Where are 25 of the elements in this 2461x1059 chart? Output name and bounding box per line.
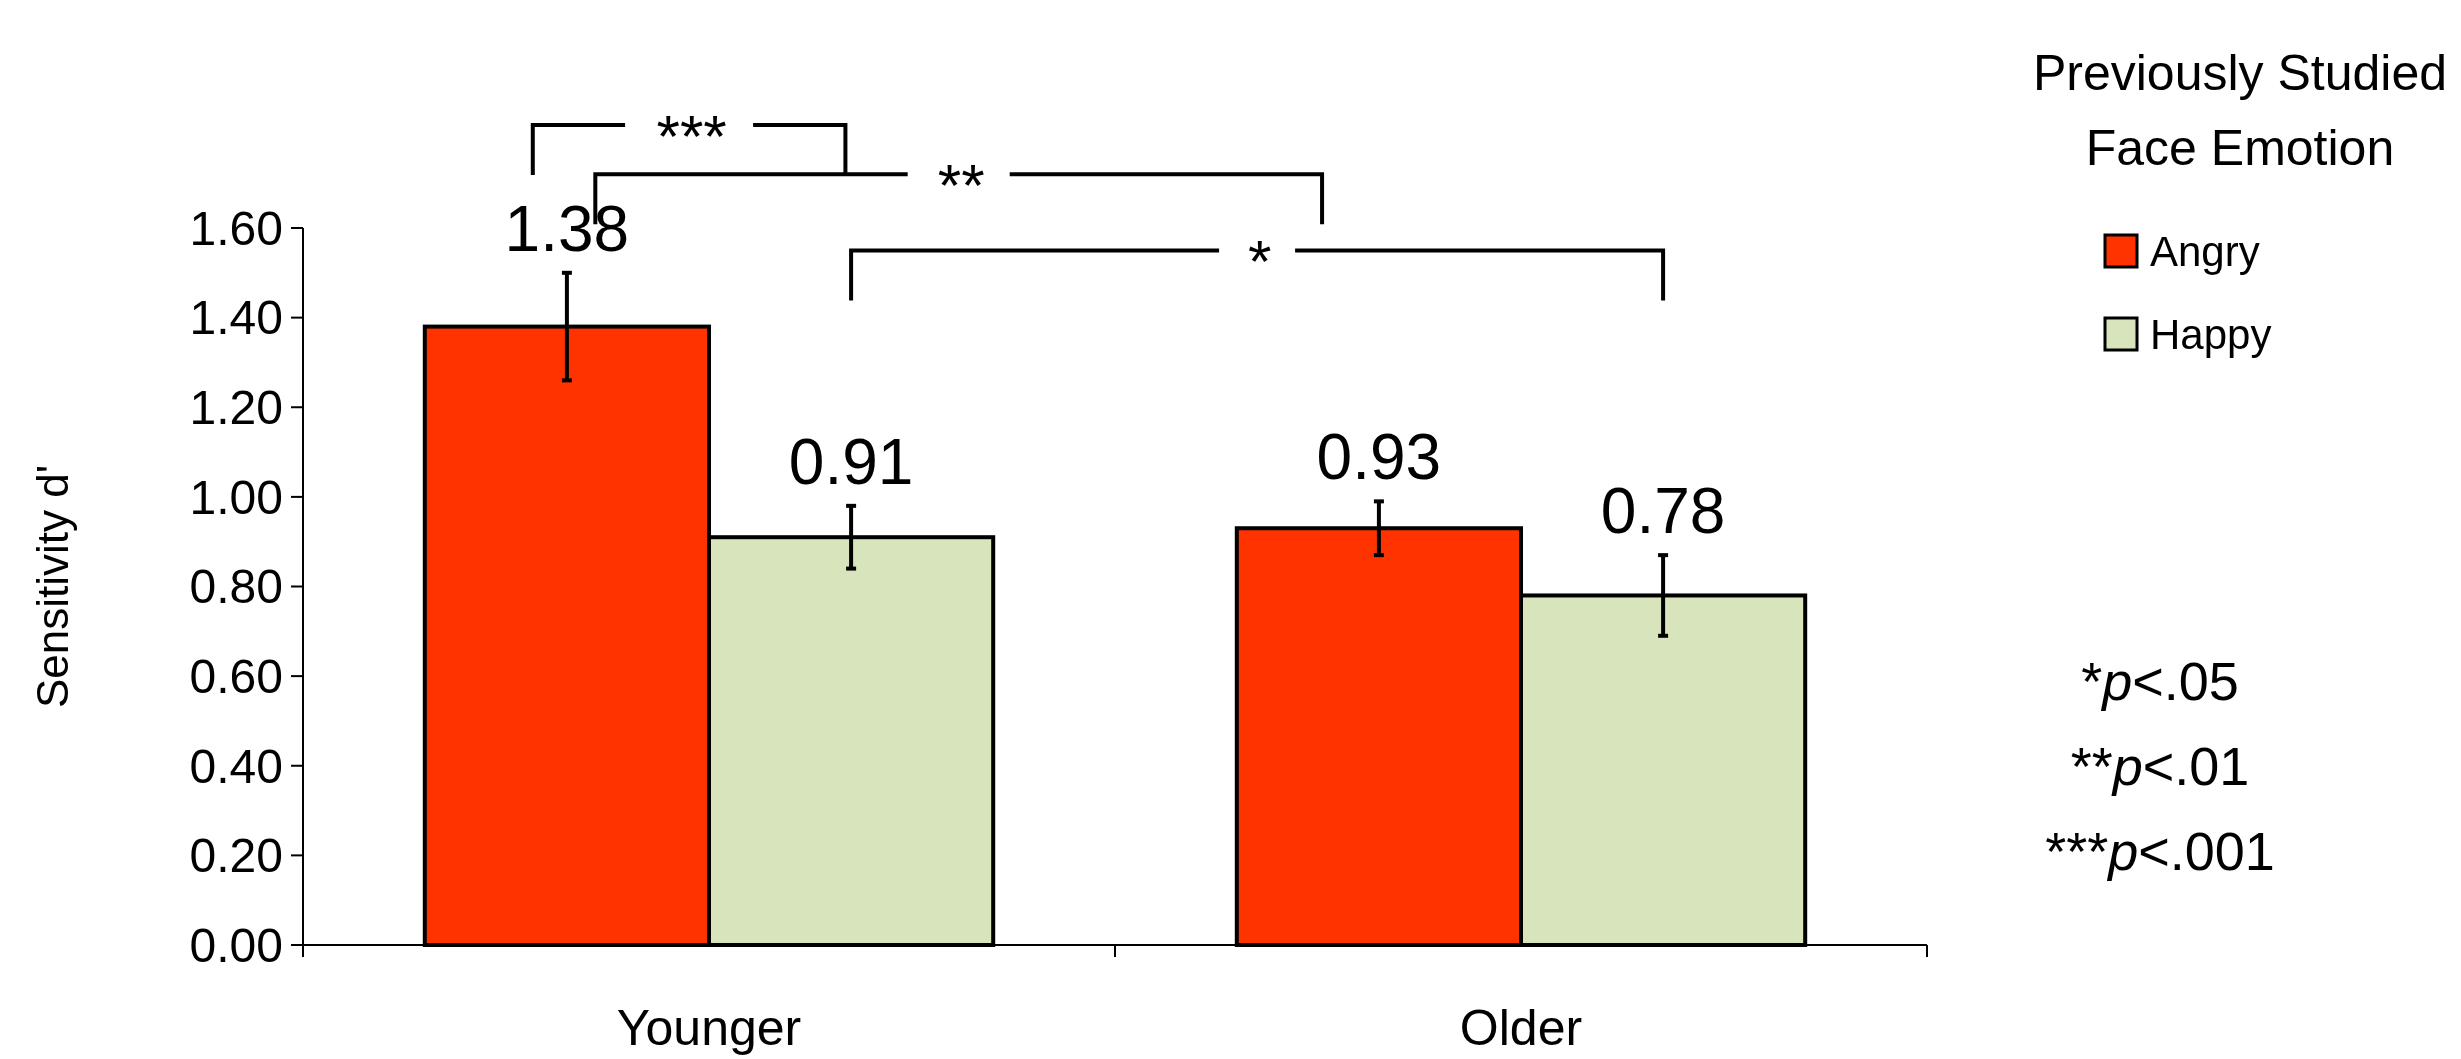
legend-label: Angry (2150, 227, 2260, 275)
text: *** (654, 102, 726, 170)
y-axis-title: Sensitivity d' (28, 464, 77, 709)
y-tick-label: 1.60 (189, 201, 283, 255)
y-tick-label: 1.00 (189, 470, 283, 524)
data-label: 0.78 (1600, 475, 1726, 548)
y-tick-label: 0.00 (189, 918, 283, 972)
y-tick-label: 0.40 (189, 739, 283, 793)
text: *p<.05 (2081, 651, 2239, 711)
text: ***p<.001 (2045, 821, 2275, 881)
data-label: 0.91 (788, 425, 914, 498)
legend-title: Previously Studied Face Emotion (2032, 45, 2448, 176)
y-tick-label: 1.20 (189, 381, 283, 435)
x-tick-label: Younger (616, 1000, 802, 1056)
y-tick-label: 0.80 (189, 560, 283, 614)
data-label: 1.38 (504, 192, 630, 265)
legend-label: Happy (2150, 310, 2272, 358)
text: **p<.01 (2070, 736, 2250, 796)
x-tick-label: Older (1459, 1000, 1583, 1056)
annotation: * (1245, 228, 1271, 296)
data-label: 0.93 (1316, 421, 1442, 494)
text: ** (935, 152, 984, 220)
y-tick-label: 0.20 (189, 829, 283, 883)
y-tick-label: 0.60 (189, 649, 283, 703)
y-tick-label: 1.40 (189, 291, 283, 345)
